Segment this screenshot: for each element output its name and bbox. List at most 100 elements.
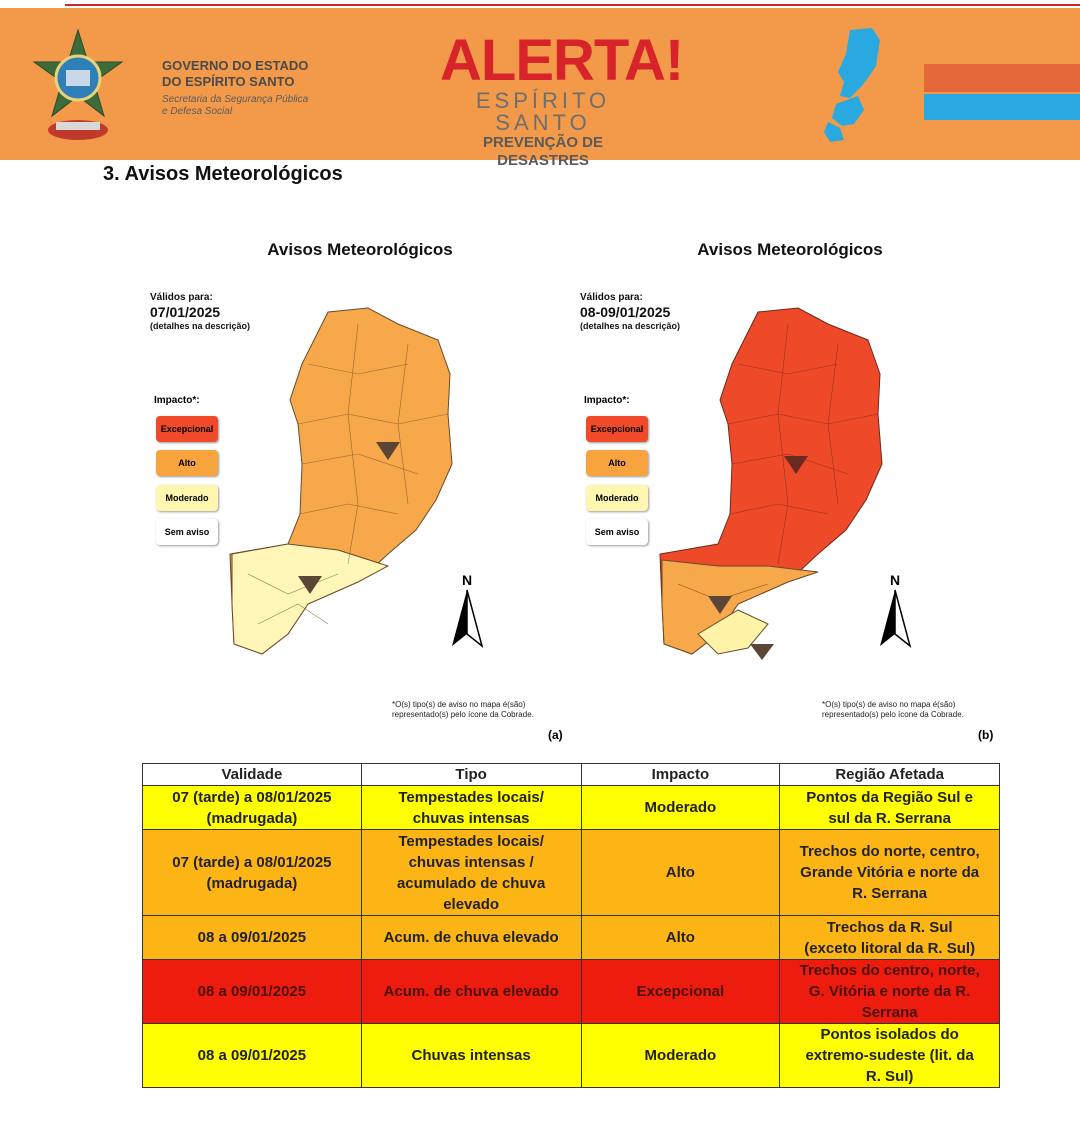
legend-label: Moderado: [165, 493, 209, 503]
cell-line: Tempestades locais/: [398, 788, 544, 806]
gov-line-1: GOVERNO DO ESTADO: [162, 58, 309, 73]
secretaria-line-1: Secretaria da Segurança Pública: [162, 94, 309, 105]
cell-impacto: Moderado: [580, 1023, 781, 1088]
cell-line: extremo-sudeste (lit. da: [805, 1047, 974, 1064]
state-crest-icon: [32, 28, 124, 140]
legend-label: Excepcional: [590, 424, 644, 434]
header-regiao: Região Afetada: [779, 763, 1000, 786]
validos-label: Válidos para:: [580, 292, 643, 303]
table-row: 07 (tarde) a 08/01/2025 (madrugada) Tempes…: [142, 829, 1000, 916]
validity-detail: (detalhes na descrição): [580, 321, 681, 331]
alerta-logo: ALERTA! ESPÍRITO SANTO PREVENÇÃO DE DESA…: [440, 28, 684, 170]
impacto-label: Impacto*:: [584, 395, 630, 406]
secretaria-line-2: e Defesa Social: [162, 106, 233, 117]
validity-date: 07/01/2025: [150, 304, 221, 320]
legend-label: Alto: [178, 458, 196, 468]
validity-block: Válidos para: 07/01/2025 (detalhes na de…: [150, 292, 250, 331]
cell-impacto: Excepcional: [580, 959, 781, 1024]
legend-label: Sem aviso: [164, 527, 210, 537]
cell-line: Trechos da R. Sul: [826, 918, 953, 936]
cell-line: Chuvas intensas: [411, 1047, 531, 1064]
cell-validade: 07 (tarde) a 08/01/2025 (madrugada): [142, 829, 362, 916]
north-label: N: [461, 572, 473, 588]
cell-line: G. Vitória e norte da R.: [808, 983, 971, 1000]
legend-sem-aviso: Sem aviso: [156, 519, 218, 545]
cell-line: Trechos do centro, norte,: [799, 962, 980, 979]
north-arrow: N: [450, 572, 484, 653]
legend-moderado: Moderado: [156, 485, 218, 511]
top-rule: [0, 0, 1080, 8]
cell-line: R. Sul): [865, 1068, 914, 1085]
cell-validade: 08 a 09/01/2025: [142, 959, 362, 1024]
cell-line: Serrana: [861, 1004, 918, 1021]
legend-sem-aviso: Sem aviso: [586, 519, 648, 545]
alerta-subtitle: PREVENÇÃO DE DESASTRES: [482, 134, 604, 169]
cell-impacto: Moderado: [580, 785, 781, 830]
cell-regiao: Pontos isolados do extremo-sudeste (lit. …: [779, 1023, 1000, 1088]
cell-impacto: Alto: [580, 915, 781, 960]
cell-line: Tempestades locais/: [398, 832, 544, 850]
map-footnote: *O(s) tipo(s) de aviso no mapa é(são) re…: [392, 700, 534, 719]
table-row: 08 a 09/01/2025 Acum. de chuva elevado Exc…: [142, 959, 1000, 1024]
warnings-table: Validade Tipo Impacto Região Afetada 07 …: [142, 763, 1000, 1088]
alerta-state: ESPÍRITO SANTO: [475, 88, 611, 135]
cell-tipo: Chuvas intensas: [360, 1023, 582, 1088]
cell-line: 08 a 09/01/2025: [197, 1047, 307, 1064]
cell-line: (exceto litoral da R. Sul): [804, 939, 976, 957]
government-label: GOVERNO DO ESTADO DO ESPÍRITO SANTO Secr…: [162, 58, 308, 118]
cell-validade: 07 (tarde) a 08/01/2025 (madrugada): [142, 785, 362, 830]
alerta-title: ALERTA!: [440, 28, 684, 93]
table-row: 08 a 09/01/2025 Chuvas intensas Moderado Po…: [142, 1023, 1000, 1088]
north-label: N: [889, 572, 901, 588]
panel-label: (a): [548, 728, 563, 742]
cell-line: 07 (tarde) a 08/01/2025: [172, 788, 332, 806]
cell-line: R. Serrana: [852, 885, 928, 902]
cell-line: elevado: [443, 895, 500, 913]
cell-validade: 08 a 09/01/2025: [142, 915, 362, 960]
legend-alto: Alto: [586, 450, 648, 476]
cell-line: chuvas intensas /: [408, 853, 534, 871]
panel-title: Avisos Meteorológicos: [697, 240, 883, 259]
cell-line: (madrugada): [206, 809, 298, 827]
panel-label: (b): [978, 728, 994, 742]
cell-regiao: Pontos da Região Sul e sul da R. Serrana: [779, 785, 1000, 830]
header-impacto: Impacto: [580, 763, 781, 786]
cell-tipo: Tempestades locais/chuvas intensas: [360, 785, 582, 830]
cell-regiao: Trechos do centro, norte, G. Vitória e no…: [779, 959, 1000, 1024]
north-arrow-icon: [452, 589, 484, 649]
header-tipo: Tipo: [360, 763, 582, 786]
warning-map-a: [229, 307, 453, 655]
legend-excepcional: Excepcional: [586, 416, 648, 442]
cell-line: Acum. de chuva elevado: [383, 929, 559, 946]
cell-line: Alto: [665, 864, 695, 881]
impacto-label: Impacto*:: [154, 395, 200, 406]
north-arrow-icon: [880, 589, 912, 649]
validity-block: Válidos para: 08-09/01/2025 (detalhes na…: [580, 292, 680, 331]
cell-line: Moderado: [644, 799, 717, 816]
cell-line: Trechos do norte, centro,: [799, 843, 980, 860]
cell-line: acumulado de chuva: [396, 874, 546, 892]
cell-line: 07 (tarde) a 08/01/2025: [172, 853, 332, 871]
legend-label: Excepcional: [160, 424, 214, 434]
decor-stripe-orange: [924, 64, 1080, 92]
map-footnote: *O(s) tipo(s) de aviso no mapa é(são) re…: [822, 700, 964, 719]
legend-excepcional: Excepcional: [156, 416, 218, 442]
cell-line: 08 a 09/01/2025: [197, 929, 307, 946]
map-panel-a: Avisos Meteorológicos Válidos para: 07/0…: [140, 230, 580, 750]
validity-detail: (detalhes na descrição): [150, 321, 251, 331]
cell-line: Acum. de chuva elevado: [383, 983, 559, 1000]
cell-line: Grande Vitória e norte da: [800, 864, 980, 881]
map-panel-b: Avisos Meteorológicos Válidos para: 08-0…: [570, 230, 1010, 750]
cell-line: Alto: [665, 929, 695, 946]
panel-title: Avisos Meteorológicos: [267, 240, 453, 259]
cell-tipo: Tempestades locais/chuvas intensas / acum…: [360, 829, 582, 916]
validity-date: 08-09/01/2025: [580, 304, 671, 320]
cell-line: sul da R. Serrana: [828, 809, 951, 827]
legend-alto: Alto: [156, 450, 218, 476]
cell-line: Excepcional: [636, 983, 725, 1000]
cell-line: chuvas intensas: [412, 809, 530, 827]
header-validade: Validade: [142, 763, 362, 786]
legend-label: Alto: [608, 458, 626, 468]
table-body: 07 (tarde) a 08/01/2025 (madrugada) Tempes…: [142, 785, 1000, 1088]
validos-label: Válidos para:: [150, 292, 213, 303]
